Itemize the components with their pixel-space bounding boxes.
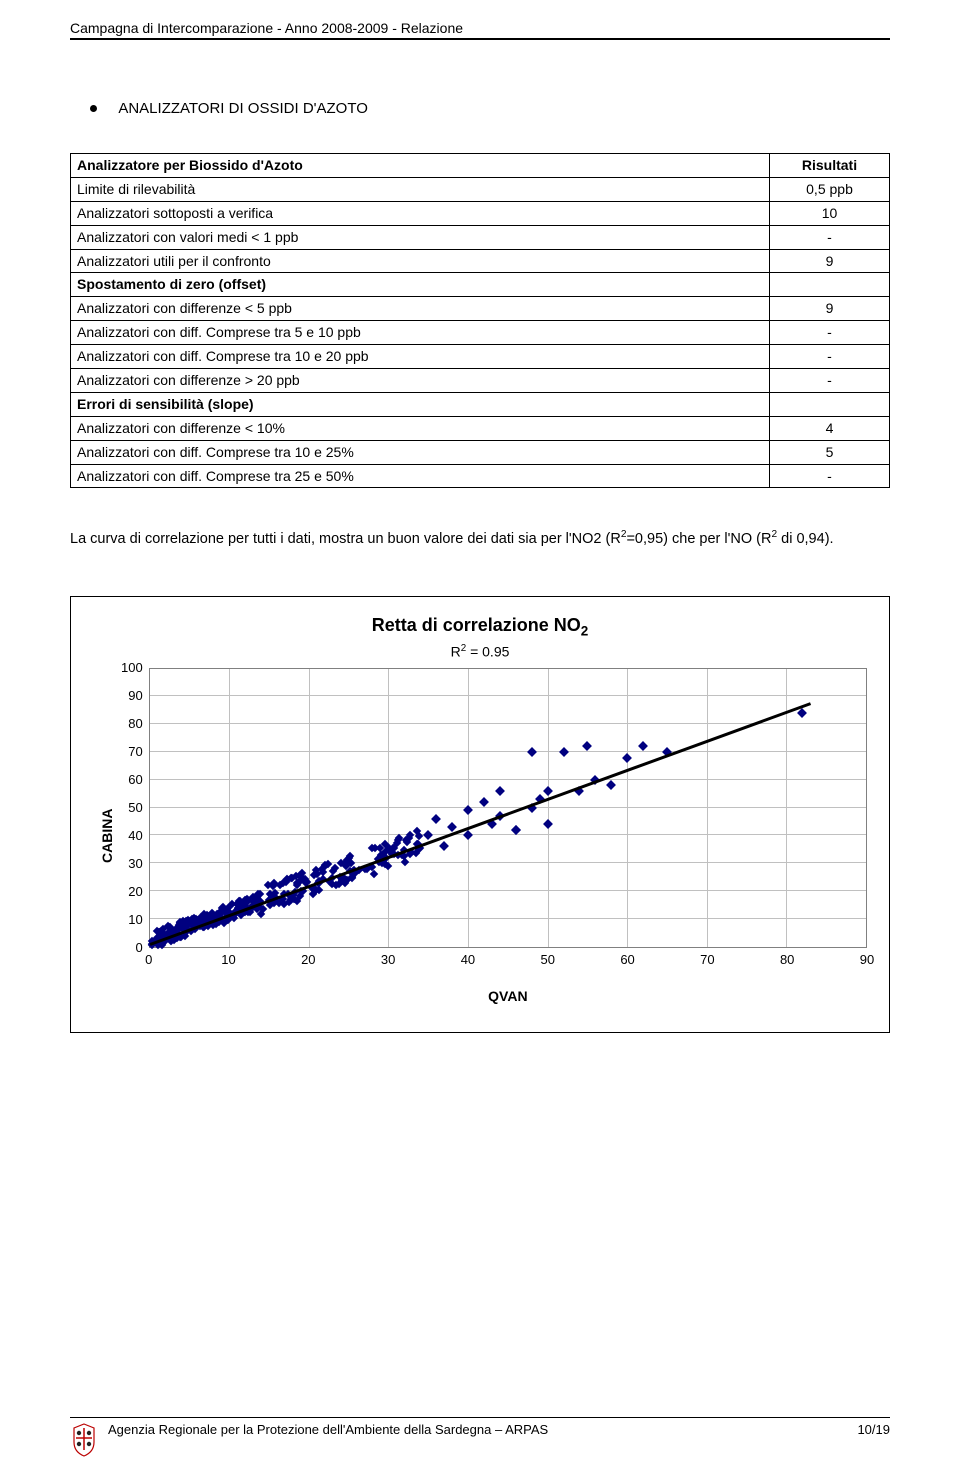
chart-title: Retta di correlazione NO2 (93, 615, 867, 639)
table-cell-value: 0,5 ppb (770, 177, 890, 201)
table-row: Analizzatori con diff. Comprese tra 10 e… (71, 440, 890, 464)
table-cell-value: - (770, 345, 890, 369)
scatter-point (479, 797, 489, 807)
table-cell-value: 4 (770, 416, 890, 440)
x-tick: 20 (301, 952, 315, 967)
table-cell-label: Errori di sensibilità (slope) (71, 392, 770, 416)
footer-text: Agenzia Regionale per la Protezione dell… (108, 1422, 857, 1437)
scatter-point (463, 830, 473, 840)
table-cell-label: Spostamento di zero (offset) (71, 273, 770, 297)
table-row: Analizzatore per Biossido d'AzotoRisulta… (71, 154, 890, 178)
trend-line (149, 702, 810, 945)
table-cell-label: Analizzatori con diff. Comprese tra 10 e… (71, 345, 770, 369)
section-heading: ANALIZZATORI DI OSSIDI D'AZOTO (90, 100, 890, 117)
table-row: Errori di sensibilità (slope) (71, 392, 890, 416)
table-row: Analizzatori con differenze > 20 ppb- (71, 369, 890, 393)
x-tick: 10 (221, 952, 235, 967)
page-footer: Agenzia Regionale per la Protezione dell… (70, 1417, 890, 1458)
table-cell-label: Analizzatori utili per il confronto (71, 249, 770, 273)
table-row: Spostamento di zero (offset) (71, 273, 890, 297)
table-cell-label: Analizzatori con diff. Comprese tra 5 e … (71, 321, 770, 345)
section-title-text: ANALIZZATORI DI OSSIDI D'AZOTO (118, 100, 368, 117)
table-cell-value: - (770, 369, 890, 393)
table-cell-label: Analizzatori con diff. Comprese tra 10 e… (71, 440, 770, 464)
table-cell-label: Analizzatore per Biossido d'Azoto (71, 154, 770, 178)
table-row: Analizzatori con diff. Comprese tra 5 e … (71, 321, 890, 345)
table-row: Analizzatori sottoposti a verifica10 (71, 201, 890, 225)
table-row: Limite di rilevabilità0,5 ppb (71, 177, 890, 201)
page-header: Campagna di Intercomparazione - Anno 200… (70, 20, 890, 40)
scatter-point (606, 780, 616, 790)
x-tick: 90 (860, 952, 874, 967)
table-row: Analizzatori con differenze < 5 ppb9 (71, 297, 890, 321)
table-cell-value: - (770, 464, 890, 488)
results-table: Analizzatore per Biossido d'AzotoRisulta… (70, 153, 890, 488)
table-cell-label: Analizzatori con differenze < 10% (71, 416, 770, 440)
x-tick: 80 (780, 952, 794, 967)
scatter-point (797, 708, 807, 718)
table-cell-value: - (770, 321, 890, 345)
x-tick: 50 (541, 952, 555, 967)
scatter-point (431, 814, 441, 824)
table-row: Analizzatori con diff. Comprese tra 25 e… (71, 464, 890, 488)
chart-container: Retta di correlazione NO2 R2 = 0.95 CABI… (70, 596, 890, 1032)
table-row: Analizzatori con differenze < 10%4 (71, 416, 890, 440)
table-row: Analizzatori con valori medi < 1 ppb- (71, 225, 890, 249)
x-tick: 0 (145, 952, 152, 967)
scatter-point (439, 842, 449, 852)
table-cell-value: 9 (770, 297, 890, 321)
scatter-point (495, 786, 505, 796)
y-axis-label: CABINA (93, 668, 121, 1004)
table-cell-label: Analizzatori con differenze > 20 ppb (71, 369, 770, 393)
table-row: Analizzatori utili per il confronto9 (71, 249, 890, 273)
scatter-point (582, 741, 592, 751)
table-cell-value (770, 392, 890, 416)
table-cell-value: 10 (770, 201, 890, 225)
chart-r2-label: R2 = 0.95 (93, 643, 867, 660)
x-tick: 60 (620, 952, 634, 967)
page-number: 10/19 (857, 1422, 890, 1437)
scatter-point (543, 819, 553, 829)
sardegna-logo-icon (70, 1422, 98, 1458)
scatter-point (622, 753, 632, 763)
x-axis-ticks: 0102030405060708090 (149, 952, 867, 968)
table-cell-label: Analizzatori con diff. Comprese tra 25 e… (71, 464, 770, 488)
table-row: Analizzatori con diff. Comprese tra 10 e… (71, 345, 890, 369)
table-cell-label: Limite di rilevabilità (71, 177, 770, 201)
scatter-point (543, 786, 553, 796)
scatter-point (638, 741, 648, 751)
table-cell-value: 5 (770, 440, 890, 464)
scatter-point (527, 747, 537, 757)
table-cell-label: Analizzatori sottoposti a verifica (71, 201, 770, 225)
scatter-point (511, 825, 521, 835)
x-tick: 30 (381, 952, 395, 967)
table-cell-value: 9 (770, 249, 890, 273)
x-tick: 40 (461, 952, 475, 967)
table-cell-value: - (770, 225, 890, 249)
table-cell-label: Analizzatori con valori medi < 1 ppb (71, 225, 770, 249)
x-tick: 70 (700, 952, 714, 967)
correlation-paragraph: La curva di correlazione per tutti i dat… (70, 528, 890, 550)
table-cell-value (770, 273, 890, 297)
scatter-plot (149, 668, 867, 948)
bullet-icon (90, 105, 97, 112)
scatter-point (559, 747, 569, 757)
table-cell-value: Risultati (770, 154, 890, 178)
x-axis-label: QVAN (149, 988, 867, 1004)
table-cell-label: Analizzatori con differenze < 5 ppb (71, 297, 770, 321)
